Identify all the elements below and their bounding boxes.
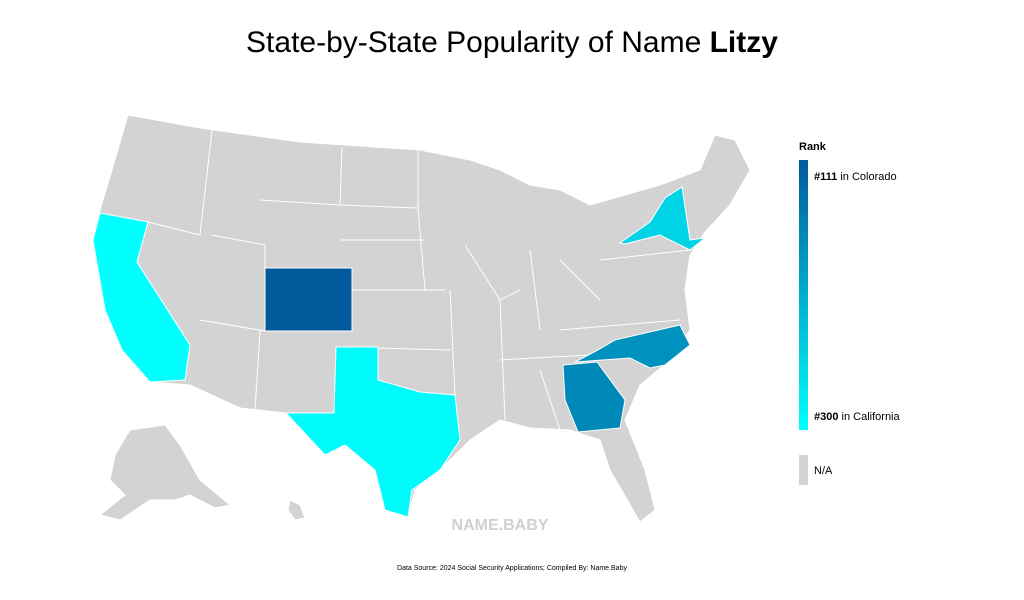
state-region xyxy=(618,186,707,251)
title: State-by-State Popularity of Name Litzy xyxy=(246,26,778,59)
source: Data Source: 2024 Social Security Applic… xyxy=(397,565,627,572)
legend-bottom-label: #300 xyxy=(814,411,838,423)
state-region xyxy=(264,267,353,332)
state-borders xyxy=(147,129,691,431)
legend-top-text: in Colorado xyxy=(837,171,896,183)
legend-top-label: #111 xyxy=(814,171,837,183)
legend-title: Rank xyxy=(799,141,827,153)
color-scale xyxy=(799,160,808,430)
state-region xyxy=(284,346,461,518)
watermark: NAME.BABY xyxy=(452,517,549,534)
state-region xyxy=(92,212,191,383)
legend-bottom: #300 in California xyxy=(814,411,901,423)
legend-bottom-text: in California xyxy=(838,411,900,423)
hawaii xyxy=(287,499,306,521)
na-label: N/A xyxy=(814,465,833,477)
legend: Rank #111 in Colorado #300 in California… xyxy=(799,141,901,485)
alaska xyxy=(98,424,232,521)
us-map xyxy=(91,114,751,523)
title-name: Litzy xyxy=(710,26,779,59)
title-text: State-by-State Popularity of Name xyxy=(246,26,710,59)
state-region xyxy=(574,324,691,369)
legend-top: #111 in Colorado xyxy=(814,171,897,183)
na-swatch xyxy=(799,455,808,485)
state-region xyxy=(562,361,626,433)
